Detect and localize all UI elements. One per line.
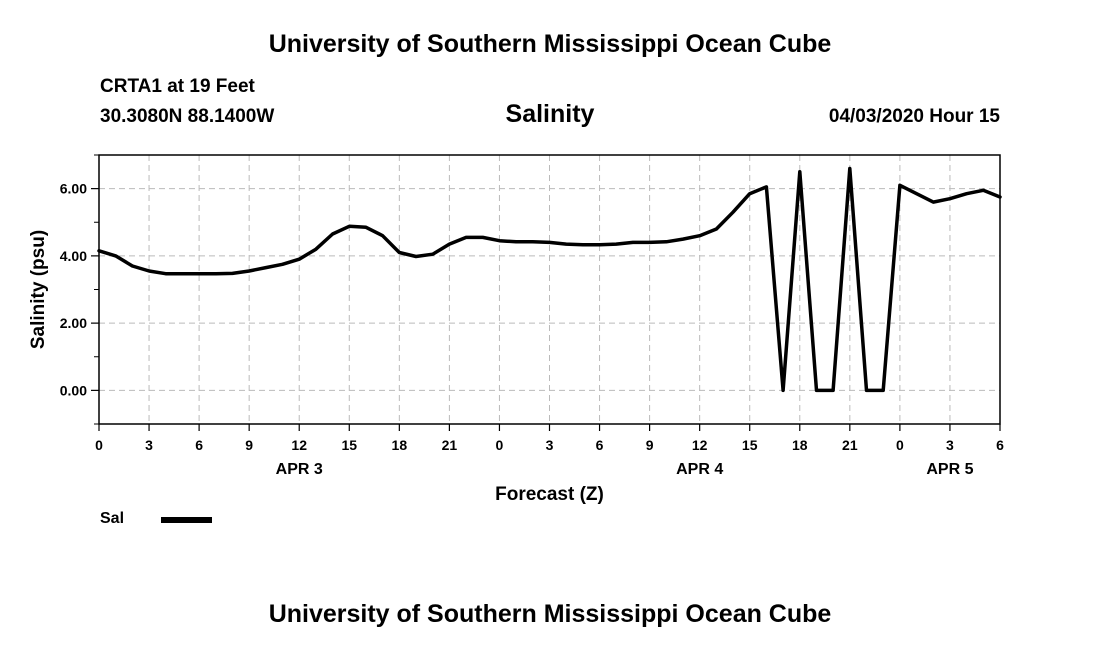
y-tick-label: 0.00 <box>60 382 87 398</box>
series-line-sal <box>97 166 1002 393</box>
station-name: CRTA1 at 19 Feet <box>100 76 255 97</box>
x-tick-label: 18 <box>392 437 408 453</box>
page-title: University of Southern Mississippi Ocean… <box>268 30 832 58</box>
x-tick-label: 6 <box>596 437 604 453</box>
x-tick-label: 0 <box>896 437 904 453</box>
chart-title: Salinity <box>505 100 595 128</box>
x-date-label: APR 3 <box>276 461 323 478</box>
footer-title: University of Southern Mississippi Ocean… <box>268 600 832 628</box>
axis-ticks <box>91 154 1001 431</box>
x-tick-label: 3 <box>145 437 153 453</box>
y-tick-label: 4.00 <box>60 248 87 264</box>
y-axis-label: Salinity (psu) <box>28 230 49 349</box>
x-tick-label: 9 <box>646 437 654 453</box>
x-tick-label: 15 <box>742 437 758 453</box>
x-tick-label: 15 <box>341 437 357 453</box>
x-tick-label: 3 <box>946 437 954 453</box>
x-tick-label: 3 <box>546 437 554 453</box>
x-tick-label: 21 <box>442 437 458 453</box>
grid-lines <box>99 155 1000 424</box>
x-tick-label: 0 <box>496 437 504 453</box>
axis-tick-labels: 0.00 2.00 4.00 6.00 0 3 6 9 12 15 18 21 0 3 6 9 12 15 18 21… <box>60 181 1004 478</box>
legend-label: Sal <box>100 510 125 527</box>
x-tick-label: 12 <box>692 437 708 453</box>
forecast-datetime: 04/03/2020 Hour 15 <box>828 106 1000 127</box>
series-lines <box>97 166 1002 393</box>
x-tick-label: 6 <box>195 437 203 453</box>
x-tick-label: 12 <box>291 437 307 453</box>
legend-swatch <box>161 517 212 523</box>
plot-frame <box>98 154 1001 425</box>
x-tick-label: 18 <box>792 437 808 453</box>
x-axis-label: Forecast (Z) <box>495 484 604 505</box>
x-date-label: APR 5 <box>926 461 973 478</box>
x-tick-label: 9 <box>245 437 253 453</box>
x-date-label: APR 4 <box>676 461 723 478</box>
x-tick-label: 0 <box>95 437 103 453</box>
y-tick-label: 6.00 <box>60 181 87 197</box>
station-coordinates: 30.3080N 88.1400W <box>100 106 275 127</box>
x-tick-label: 6 <box>996 437 1004 453</box>
y-tick-label: 2.00 <box>60 315 87 331</box>
x-tick-label: 21 <box>842 437 858 453</box>
